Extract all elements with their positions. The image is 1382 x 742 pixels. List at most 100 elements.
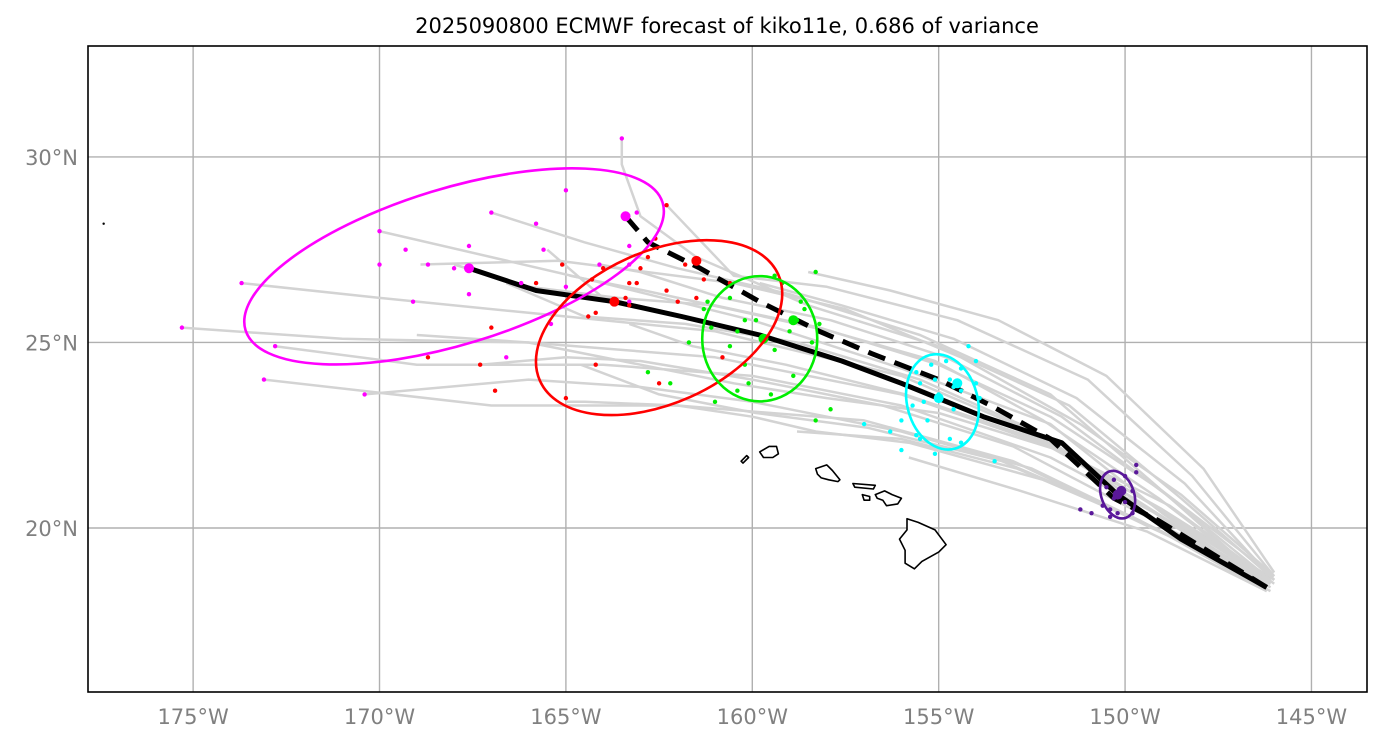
chart-title: 2025090800 ECMWF forecast of kiko11e, 0.…: [415, 14, 1039, 38]
ensemble-position-point: [656, 381, 662, 386]
forecast-position-marker: [788, 315, 799, 326]
ensemble-position-point: [809, 340, 815, 345]
ensemble-track: [908, 456, 1268, 593]
ensemble-position-point: [403, 247, 408, 252]
ensemble-position-point: [668, 381, 673, 386]
ensemble-position-point: [798, 299, 803, 304]
y-tick-labels: 20°N 25°N 30°N: [25, 146, 78, 541]
ensemble-position-point: [947, 436, 953, 442]
ensemble-position-point: [686, 340, 692, 345]
forecast-position-marker: [1116, 485, 1127, 496]
ensemble-position-point: [593, 362, 598, 367]
ensemble-position-point: [627, 280, 632, 286]
ensemble-position-point: [727, 295, 733, 301]
ensemble-position-point: [627, 299, 632, 304]
ensemble-position-point: [682, 262, 688, 267]
ensemble-track: [420, 259, 1272, 574]
uncertainty-ellipse: [242, 167, 666, 366]
uncertainty-ellipses: [242, 167, 1137, 520]
ensemble-position-point: [701, 306, 707, 312]
ensemble-position-point: [735, 329, 740, 334]
ensemble-position-point: [645, 369, 651, 375]
ensemble-position-point: [563, 395, 569, 401]
ensemble-position-point: [914, 369, 919, 375]
x-tick-label: 145°W: [1276, 705, 1348, 729]
forecast-position-marker: [620, 211, 631, 222]
island-maui: [874, 490, 903, 507]
ensemble-position-point: [1134, 462, 1139, 468]
ensemble-position-point: [932, 451, 938, 456]
ensemble-position-point: [623, 295, 628, 301]
island-hawaii: [898, 517, 947, 570]
ensemble-track: [241, 281, 1268, 589]
ensemble-position-point: [899, 418, 904, 423]
uncertainty-ellipse: [904, 352, 980, 451]
ensemble-position-point: [533, 280, 539, 286]
ensemble-position-point: [466, 243, 472, 249]
ensemble-track: [796, 430, 1268, 589]
ensemble-position-point: [664, 288, 669, 293]
ensemble-position-point: [634, 210, 639, 215]
island-kauai: [758, 445, 780, 459]
ensemble-position-point: [701, 277, 707, 282]
ensemble-track: [480, 356, 1272, 585]
ensemble-position-point: [619, 136, 625, 141]
ensemble-track: [416, 333, 1275, 585]
ensemble-position-point: [1122, 499, 1128, 505]
ensemble-position-point: [958, 440, 964, 445]
ensemble-tracks: [181, 138, 1276, 593]
ensemble-position-point: [947, 377, 953, 382]
x-tick-label: 175°W: [157, 705, 229, 729]
ensemble-position-point: [958, 388, 964, 393]
island-oahu: [814, 464, 841, 483]
ensemble-position-point: [921, 399, 926, 405]
ensemble-track: [665, 204, 1276, 577]
ensemble-position-point: [787, 329, 792, 334]
ensemble-position-point: [563, 284, 569, 290]
ensemble-track: [490, 211, 1264, 581]
ensemble-position-point: [888, 429, 893, 434]
ensemble-position-point: [828, 407, 833, 412]
island-niihau: [740, 454, 750, 464]
ensemble-position-point: [709, 325, 714, 330]
ensemble-position-point: [813, 418, 818, 423]
x-tick-label: 160°W: [717, 705, 789, 729]
ensemble-position-point: [720, 355, 725, 360]
ensemble-position-point: [239, 280, 244, 286]
ensemble-position-point: [753, 318, 759, 323]
ensemble-position-point: [627, 303, 632, 308]
stray-marker: [102, 222, 105, 225]
ensemble-position-point: [638, 266, 643, 271]
ensemble-position-point: [664, 202, 669, 208]
ensemble-track: [599, 263, 1272, 581]
ensemble-position-point: [559, 262, 565, 267]
ensemble-position-point: [645, 254, 651, 260]
x-tick-labels: 175°W 170°W 165°W 160°W 155°W 150°W 145°W: [157, 705, 1347, 729]
ensemble-position-point: [772, 347, 777, 353]
ensemble-position-point: [742, 318, 748, 323]
island-molokai: [852, 482, 877, 490]
ensemble-position-point: [925, 418, 930, 423]
ensemble-position-point: [951, 407, 956, 412]
ensemble-position-point: [518, 280, 524, 286]
ensemble-position-point: [861, 421, 867, 427]
ensemble-position-point: [914, 433, 919, 438]
ensemble-position-point: [966, 343, 971, 349]
ensemble-position-point: [910, 403, 915, 408]
ensemble-position-point: [1115, 510, 1120, 516]
ensemble-position-point: [802, 306, 807, 312]
ensemble-position-point: [489, 210, 494, 215]
ensemble-position-point: [477, 362, 483, 367]
ensemble-position-point: [943, 358, 949, 364]
ensemble-position-point: [1111, 477, 1117, 482]
ensemble-track: [759, 281, 1276, 581]
ensemble-position-point: [627, 243, 632, 249]
ensemble-position-point: [489, 325, 494, 330]
ensemble-position-point: [727, 343, 733, 349]
ensemble-position-point: [817, 321, 822, 327]
ensemble-position-point: [712, 399, 718, 405]
mean-position-marker: [933, 393, 944, 404]
island-lanai: [861, 493, 871, 501]
ensemble-position-point: [425, 355, 431, 360]
